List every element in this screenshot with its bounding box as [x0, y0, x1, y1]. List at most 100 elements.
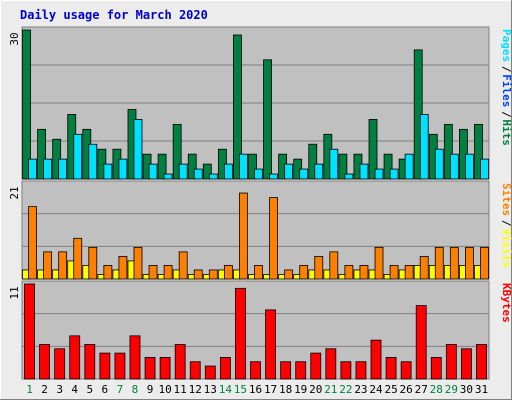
bar-kbytes-day-26	[400, 361, 412, 380]
x-label-day-23: 23	[354, 383, 367, 396]
legend-files: Files	[500, 74, 512, 107]
bar-sites-day-22	[344, 265, 354, 280]
legend-kbytes: KBytes	[500, 283, 512, 323]
bar-kbytes-day-4	[69, 335, 81, 380]
bar-pages-day-5	[88, 143, 98, 180]
bar-pages-day-18	[284, 163, 294, 180]
bar-kbytes-day-2	[39, 344, 50, 380]
bar-sites-day-19	[299, 265, 309, 280]
bar-kbytes-day-15	[235, 287, 246, 380]
bar-pages-day-14	[223, 163, 233, 180]
bar-sites-day-9	[148, 265, 158, 280]
bar-hits-day-25	[383, 153, 393, 180]
bar-sites-day-20	[314, 255, 324, 280]
legend-separator: /	[500, 66, 512, 73]
bar-kbytes-day-30	[461, 348, 472, 380]
bar-pages-day-15	[239, 153, 248, 180]
x-label-day-16: 16	[249, 383, 262, 396]
bar-kbytes-day-25	[385, 357, 397, 380]
bar-kbytes-day-28	[430, 357, 442, 380]
legend-separator: /	[500, 220, 512, 227]
bar-hits-day-12	[187, 153, 197, 180]
bar-pages-day-17	[269, 173, 278, 180]
bar-hits-day-1	[22, 29, 31, 180]
bar-kbytes-day-18	[280, 361, 292, 380]
x-label-day-22: 22	[339, 383, 352, 396]
bar-sites-day-15	[239, 192, 248, 280]
bar-kbytes-day-3	[54, 348, 66, 380]
bar-hits-day-2	[37, 128, 46, 180]
bar-pages-day-9	[148, 163, 158, 180]
bar-sites-day-16	[254, 265, 263, 280]
bar-sites-day-3	[58, 251, 68, 280]
bar-kbytes-day-21	[325, 348, 337, 380]
bar-pages-day-8	[133, 119, 143, 180]
bar-sites-day-10	[163, 265, 173, 280]
x-label-day-20: 20	[309, 383, 322, 396]
bar-kbytes-day-20	[310, 352, 322, 380]
x-label-day-30: 30	[460, 383, 473, 396]
bar-hits-day-17	[263, 59, 272, 180]
bar-kbytes-day-22	[340, 361, 352, 380]
bar-sites-day-2	[43, 251, 52, 280]
bar-pages-day-26	[404, 153, 414, 180]
bar-pages-day-16	[254, 168, 263, 180]
bar-pages-day-10	[163, 173, 173, 180]
bar-pages-day-31	[480, 158, 489, 180]
bar-sites-day-28	[434, 246, 444, 280]
x-label-day-9: 9	[147, 383, 154, 396]
bar-sites-day-8	[133, 246, 143, 280]
bar-pages-day-27	[419, 114, 429, 180]
bar-kbytes-day-12	[189, 361, 201, 380]
bar-pages-day-30	[465, 153, 474, 180]
bar-kbytes-day-14	[219, 357, 231, 380]
bar-hits-day-16	[248, 153, 257, 180]
bar-sites-day-23	[359, 265, 369, 280]
bar-hits-day-31	[474, 123, 483, 180]
bar-sites-day-4	[73, 237, 83, 280]
bar-pages-day-24	[374, 168, 384, 180]
x-label-day-13: 13	[204, 383, 217, 396]
bar-kbytes-day-5	[84, 344, 96, 380]
bar-hits-day-24	[368, 119, 378, 180]
x-label-day-7: 7	[117, 383, 124, 396]
legend-kbytes: KBytes	[500, 283, 512, 323]
bar-hits-day-10	[157, 153, 167, 180]
bar-sites-day-11	[178, 251, 188, 280]
y-max-label-middle: 21	[8, 186, 21, 199]
bar-sites-day-21	[329, 251, 339, 280]
x-label-day-14: 14	[219, 383, 233, 396]
legend-visits: Visits	[500, 228, 512, 268]
panel-visits-sites	[21, 180, 490, 280]
bar-kbytes-day-19	[295, 361, 307, 380]
bar-sites-day-5	[88, 246, 98, 280]
bar-pages-day-21	[329, 148, 339, 180]
bar-sites-day-18	[284, 269, 294, 280]
bar-sites-day-27	[419, 255, 429, 280]
bar-pages-day-25	[389, 168, 399, 180]
bar-pages-day-13	[208, 173, 218, 180]
y-max-label-bottom: 11	[8, 286, 21, 299]
bar-pages-day-22	[344, 173, 354, 180]
x-label-day-4: 4	[71, 383, 78, 396]
x-label-day-21: 21	[324, 383, 337, 396]
x-label-day-19: 19	[294, 383, 307, 396]
bar-kbytes-day-13	[204, 365, 216, 380]
x-label-day-10: 10	[158, 383, 171, 396]
bar-pages-day-19	[299, 168, 309, 180]
x-label-day-24: 24	[369, 383, 383, 396]
bar-sites-day-24	[374, 246, 384, 280]
bar-sites-day-25	[389, 265, 399, 280]
legend-sites: Sites	[500, 183, 512, 216]
bar-pages-day-20	[314, 163, 324, 180]
legend-hits-files-pages: Pages/Files/Hits	[500, 29, 512, 146]
bar-pages-day-3	[58, 158, 68, 180]
bar-pages-day-28	[434, 148, 444, 180]
bar-kbytes-day-1	[24, 283, 35, 380]
legend-separator: /	[500, 111, 512, 118]
bar-pages-day-29	[449, 153, 459, 180]
bar-sites-day-14	[223, 265, 233, 280]
x-label-day-5: 5	[86, 383, 93, 396]
bar-kbytes-day-29	[445, 344, 457, 380]
panel-hits-files-pages	[21, 26, 490, 180]
